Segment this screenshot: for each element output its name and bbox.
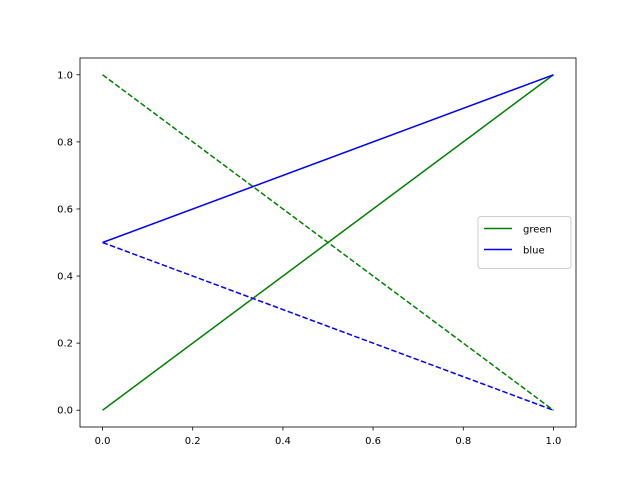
x-tick-label: 0.0 — [95, 436, 111, 447]
y-tick-label: 0.2 — [57, 339, 73, 350]
x-tick-label: 1.0 — [546, 436, 562, 447]
axes-frame — [79, 57, 577, 428]
x-tick-label: 0.2 — [185, 436, 201, 447]
y-tick-label: 0.0 — [57, 406, 73, 417]
x-tick-label: 0.6 — [365, 436, 381, 447]
line-series — [102, 74, 554, 411]
y-tick-label: 0.8 — [57, 137, 73, 148]
legend-box — [477, 216, 572, 269]
x-tick-label: 0.4 — [275, 436, 291, 447]
y-tick-label: 1.0 — [57, 70, 73, 81]
legend: green blue — [477, 216, 572, 269]
x-tick-label: 0.8 — [455, 436, 471, 447]
legend-label: green — [523, 225, 552, 236]
line-series — [102, 74, 554, 244]
legend-label: blue — [523, 246, 545, 257]
y-tick-label: 0.6 — [57, 204, 73, 215]
y-tick-label: 0.4 — [57, 272, 73, 283]
line-series — [102, 241, 554, 411]
